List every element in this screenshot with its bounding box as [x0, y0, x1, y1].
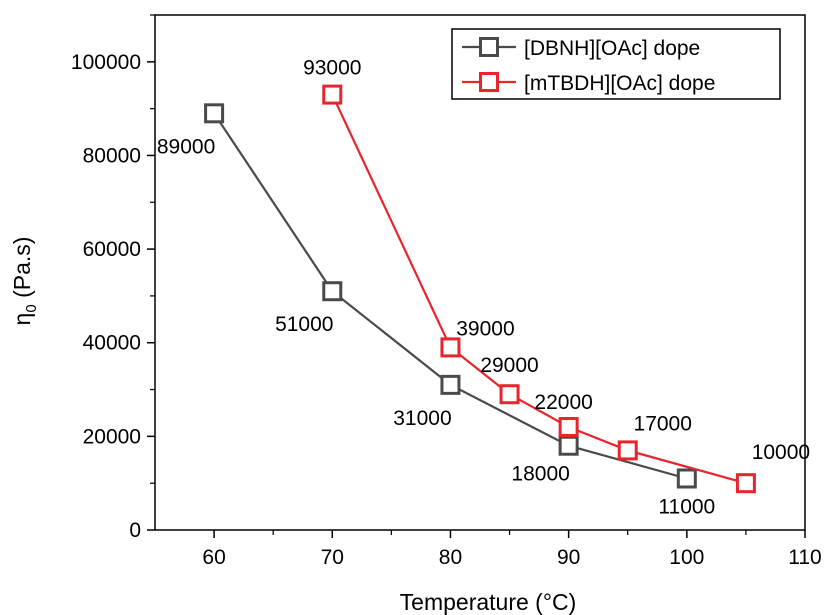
data-label: 10000 [752, 441, 810, 464]
data-point [676, 468, 697, 489]
legend-marker [479, 37, 499, 57]
legend: [DBNH][OAc] dope [mTBDH][OAc] dope [451, 28, 781, 100]
plot-frame [154, 14, 806, 531]
data-label: 51000 [275, 313, 333, 336]
y-axis-title: η0 (Pa.s) [9, 237, 40, 326]
y-tick-label: 40000 [83, 332, 141, 355]
legend-label: [mTBDH][OAc] dope [524, 72, 715, 95]
data-point [440, 374, 461, 395]
y-tick-label: 0 [129, 519, 141, 542]
y-tick-label: 80000 [83, 144, 141, 167]
data-label: 18000 [511, 463, 569, 486]
legend-marker [479, 72, 499, 92]
y-tick-label: 20000 [83, 425, 141, 448]
axes: 60 70 80 90 100 110 0 20000 40000 60000 80000 10000… [71, 14, 822, 569]
legend-box [451, 28, 781, 100]
data-point [204, 103, 225, 124]
series-line-1 [331, 94, 747, 485]
data-point [617, 440, 638, 461]
data-label: 22000 [534, 391, 592, 414]
y-tick-label: 100000 [71, 51, 141, 74]
data-label: 11000 [658, 496, 715, 519]
data-label: 31000 [393, 407, 451, 430]
data-point [440, 337, 461, 358]
legend-label: [DBNH][OAc] dope [524, 37, 700, 60]
series [204, 84, 756, 494]
data-label: 89000 [157, 135, 215, 158]
data-label: 93000 [303, 57, 361, 80]
x-tick-label: 100 [669, 546, 704, 569]
x-tick-label: 70 [321, 546, 344, 569]
x-tick-label: 80 [439, 546, 462, 569]
y-tick-label: 60000 [83, 238, 141, 261]
data-point [322, 281, 343, 302]
data-point [322, 84, 343, 105]
data-label: 17000 [634, 412, 692, 435]
data-point [499, 384, 520, 405]
data-point [735, 473, 756, 494]
x-axis-title: Temperature (°C) [400, 589, 577, 615]
data-point [558, 417, 579, 437]
x-tick-label: 90 [557, 546, 580, 569]
x-tick-label: 110 [788, 546, 821, 569]
data-point [558, 435, 579, 456]
x-tick-label: 60 [202, 546, 225, 569]
data-labels: 89000 51000 31000 18000 11000 93000 39000 29000… [157, 57, 810, 519]
data-label: 29000 [480, 354, 538, 377]
data-label: 39000 [456, 317, 514, 340]
